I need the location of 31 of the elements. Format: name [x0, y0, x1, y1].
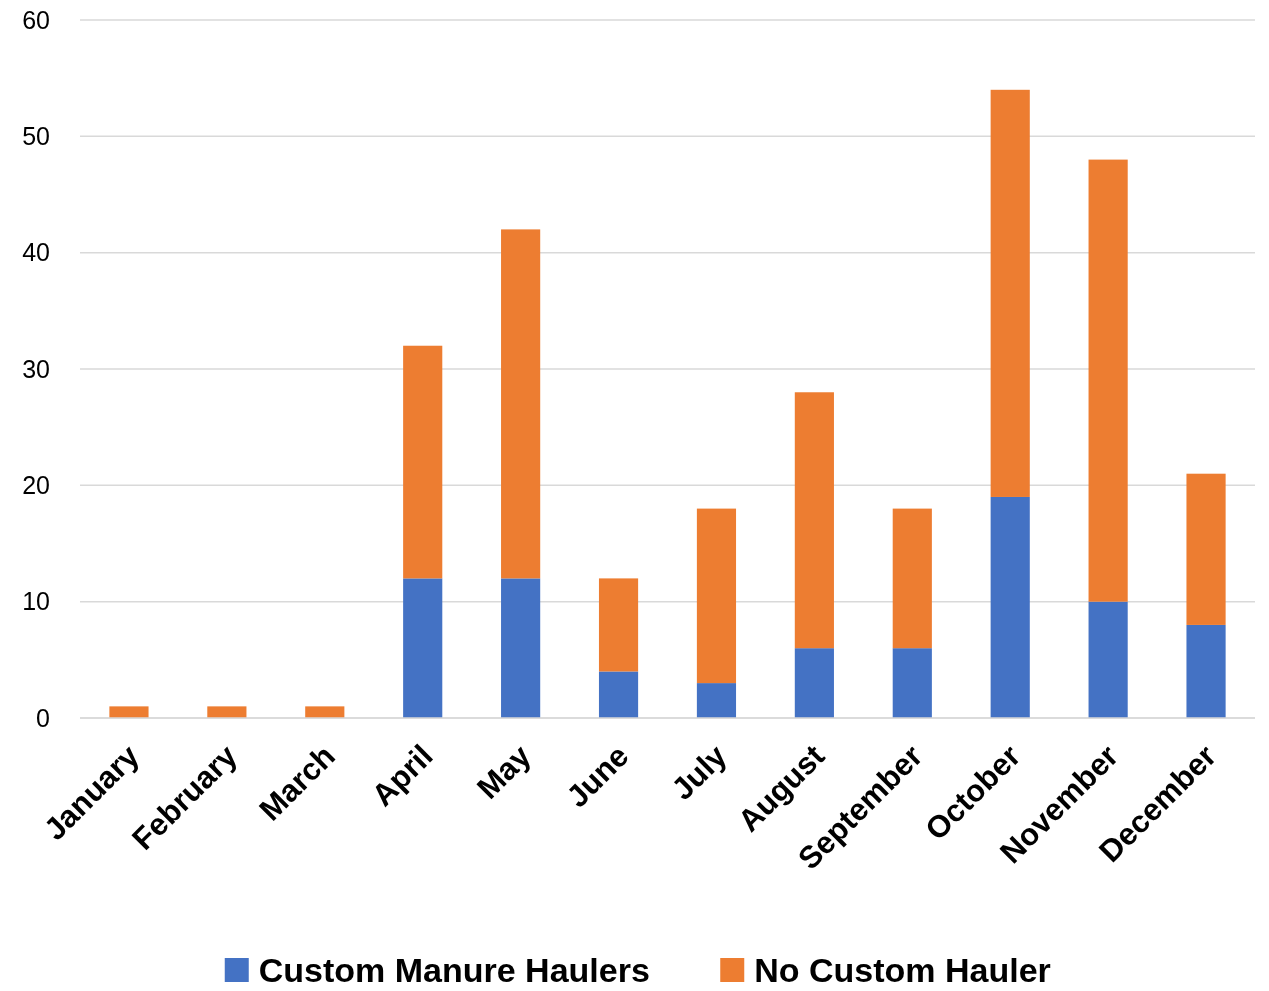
bar	[794, 648, 834, 718]
bar	[794, 392, 834, 649]
bar	[501, 229, 541, 579]
bar	[1186, 624, 1226, 718]
bar	[990, 89, 1030, 497]
y-tick-label: 60	[22, 5, 50, 34]
y-tick-label: 50	[22, 122, 50, 151]
bar	[598, 578, 639, 672]
bar	[696, 508, 737, 684]
bar	[1186, 473, 1226, 625]
bar	[1088, 601, 1128, 718]
legend-label: Custom Manure Haulers	[258, 950, 650, 989]
bar	[403, 578, 443, 718]
y-tick-label: 30	[22, 354, 50, 383]
bar	[892, 648, 932, 718]
y-tick-label: 40	[22, 238, 50, 267]
bar	[696, 683, 737, 718]
x-tick-label: May	[470, 737, 539, 806]
bar	[1088, 159, 1128, 602]
bar	[501, 578, 541, 718]
bar	[305, 706, 345, 718]
bar	[990, 496, 1030, 718]
bar	[892, 508, 932, 649]
y-tick-label: 0	[36, 703, 50, 732]
bar	[403, 345, 443, 579]
bar	[109, 706, 149, 718]
y-tick-label: 10	[22, 587, 50, 616]
bar	[207, 706, 247, 718]
y-tick-label: 20	[22, 471, 50, 500]
bar	[598, 671, 639, 718]
legend-label: No Custom Hauler	[754, 950, 1051, 989]
